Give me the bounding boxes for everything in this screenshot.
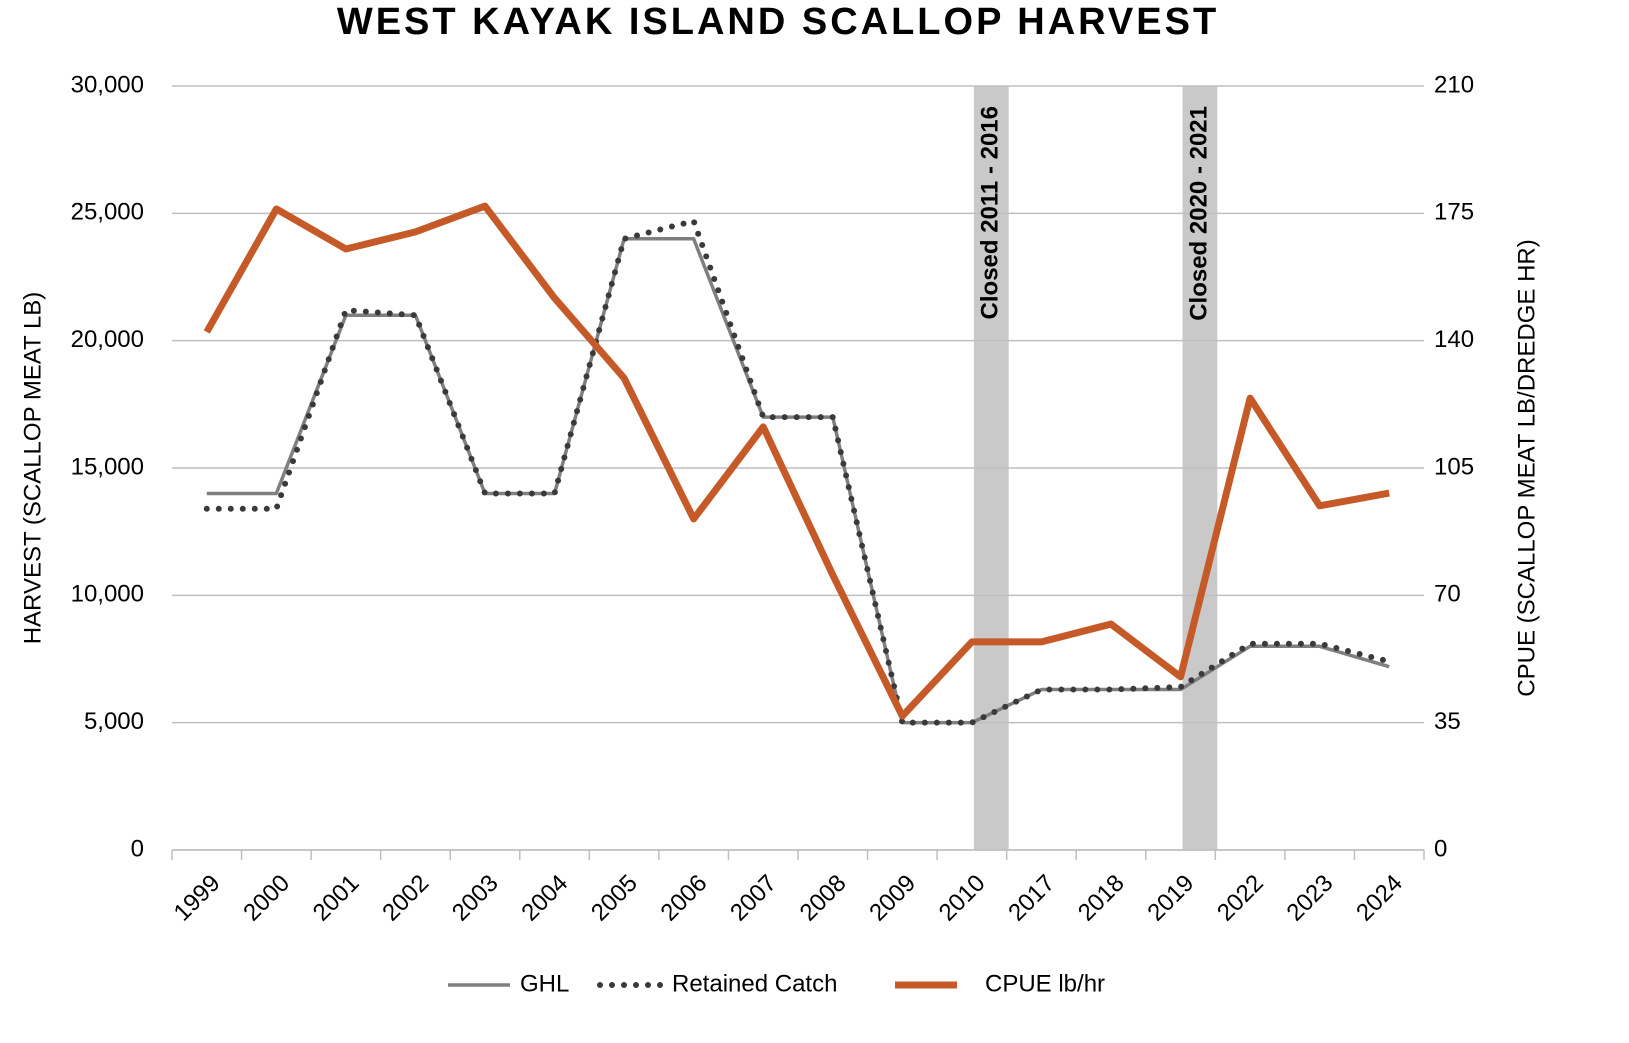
y-tick-label: 25,000 xyxy=(71,199,144,226)
x-tick-label: 2009 xyxy=(864,870,921,927)
x-tick-label: 2024 xyxy=(1351,870,1408,927)
x-tick-label: 2017 xyxy=(1003,870,1060,927)
x-tick-label: 2007 xyxy=(725,870,782,927)
x-tick-label: 2004 xyxy=(516,870,573,927)
x-tick-label: 2008 xyxy=(795,870,852,927)
x-tick-label: 1999 xyxy=(169,870,226,927)
y-tick-label: 30,000 xyxy=(71,71,144,98)
y2-tick-label: 105 xyxy=(1434,453,1474,480)
y-tick-label: 15,000 xyxy=(71,453,144,480)
y2-tick-label: 175 xyxy=(1434,199,1474,226)
y-tick-label: 0 xyxy=(131,835,144,862)
y2-tick-label: 140 xyxy=(1434,326,1474,353)
x-tick-label: 2003 xyxy=(447,870,504,927)
legend-label: Retained Catch xyxy=(672,970,837,997)
y2-tick-label: 0 xyxy=(1434,835,1447,862)
legend-label: CPUE lb/hr xyxy=(985,970,1105,997)
y2-tick-label: 210 xyxy=(1434,71,1474,98)
x-tick-label: 2006 xyxy=(656,870,713,927)
y2-tick-label: 35 xyxy=(1434,708,1461,735)
x-tick-label: 2023 xyxy=(1282,870,1339,927)
annotation: Closed 2011 - 2016 xyxy=(977,106,1004,319)
y-tick-label: 5,000 xyxy=(84,708,144,735)
x-tick-label: 2000 xyxy=(238,870,295,927)
y2-axis-label: CPUE (SCALLOP MEAT LB/DREDGE HR) xyxy=(1513,239,1540,696)
annotation: Closed 2020 - 2021 xyxy=(1185,106,1212,321)
series-line xyxy=(203,217,1393,726)
series-line xyxy=(203,202,1390,720)
legend-label: GHL xyxy=(520,970,569,997)
chart-title: WEST KAYAK ISLAND SCALLOP HARVEST xyxy=(337,1,1219,43)
x-tick-label: 2018 xyxy=(1073,870,1130,927)
x-tick-label: 2010 xyxy=(934,870,991,927)
x-tick-label: 2019 xyxy=(1142,870,1199,927)
y-axis-label: HARVEST (SCALLOP MEAT LB) xyxy=(19,292,46,645)
y2-tick-label: 70 xyxy=(1434,581,1461,608)
x-tick-label: 2001 xyxy=(308,870,365,927)
x-tick-label: 2005 xyxy=(586,870,643,927)
x-tick-label: 2022 xyxy=(1212,870,1269,927)
x-tick-label: 2002 xyxy=(377,870,434,927)
y-tick-label: 10,000 xyxy=(71,581,144,608)
y-tick-label: 20,000 xyxy=(71,326,144,353)
